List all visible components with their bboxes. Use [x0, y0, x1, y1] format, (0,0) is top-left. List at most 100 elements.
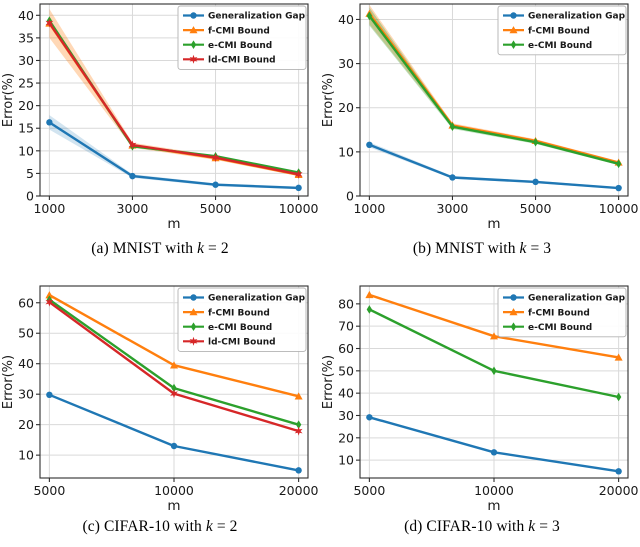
- svg-text:15: 15: [18, 121, 34, 136]
- caption-a-k-var: k: [197, 240, 205, 257]
- svg-text:f-CMI Bound: f-CMI Bound: [208, 308, 270, 318]
- svg-text:40: 40: [338, 386, 354, 401]
- svg-text:50: 50: [18, 326, 34, 341]
- caption-a: (a) MNIST with k = 2: [0, 240, 320, 258]
- svg-text:30: 30: [18, 53, 34, 68]
- series-generalization-gap: [46, 391, 302, 474]
- svg-text:70: 70: [338, 319, 354, 334]
- x-axis: 1000 3000 5000 10000: [33, 196, 319, 216]
- x-axis-label: m: [487, 216, 500, 232]
- svg-text:f-CMI Bound: f-CMI Bound: [208, 26, 270, 36]
- svg-text:30: 30: [338, 56, 354, 71]
- series-ld-cmi-bound: [45, 18, 303, 179]
- svg-text:5000: 5000: [353, 483, 385, 498]
- svg-text:40: 40: [338, 12, 354, 27]
- svg-text:40: 40: [18, 356, 34, 371]
- y-axis: 0 10 20 30 40: [338, 12, 360, 204]
- svg-text:1000: 1000: [353, 201, 385, 216]
- y-axis-label: Error(%): [321, 355, 336, 409]
- caption-a-eq: = 2: [204, 240, 229, 257]
- svg-text:50: 50: [338, 363, 354, 378]
- svg-text:40: 40: [18, 8, 34, 23]
- svg-text:20: 20: [338, 430, 354, 445]
- svg-text:20000: 20000: [599, 483, 639, 498]
- svg-text:20: 20: [18, 417, 34, 432]
- series-ld-cmi-bound: [45, 297, 303, 436]
- legend: Generalization Gap f-CMI Bound e-CMI Bound…: [177, 287, 307, 352]
- x-axis-label: m: [487, 498, 500, 514]
- svg-text:5000: 5000: [200, 201, 232, 216]
- svg-text:30: 30: [338, 408, 354, 423]
- y-axis-label: Error(%): [1, 73, 16, 127]
- svg-text:10: 10: [338, 144, 354, 159]
- svg-text:5: 5: [26, 166, 34, 181]
- svg-text:10000: 10000: [154, 483, 194, 498]
- svg-text:f-CMI Bound: f-CMI Bound: [528, 308, 590, 318]
- svg-text:ld-CMI Bound: ld-CMI Bound: [208, 56, 276, 66]
- x-axis-label: m: [167, 498, 180, 514]
- caption-b-eq: = 3: [526, 240, 552, 257]
- svg-text:10000: 10000: [599, 201, 639, 216]
- caption-d-eq: = 3: [535, 518, 560, 535]
- caption-d-k-var: k: [528, 518, 536, 535]
- caption-b: (b) MNIST with k = 3: [322, 240, 640, 258]
- svg-text:Generalization Gap: Generalization Gap: [208, 294, 306, 304]
- svg-text:ld-CMI Bound: ld-CMI Bound: [208, 338, 276, 348]
- svg-text:3000: 3000: [437, 201, 469, 216]
- y-axis: 0 5 10 15 20 25 30 35 40: [18, 8, 40, 204]
- caption-c: (c) CIFAR-10 with k = 2: [0, 518, 320, 536]
- caption-c-eq: = 2: [212, 518, 238, 535]
- svg-text:5000: 5000: [520, 201, 552, 216]
- svg-text:e-CMI Bound: e-CMI Bound: [208, 41, 272, 51]
- caption-d-text: (d) CIFAR-10 with: [404, 518, 529, 535]
- x-axis: 5000 10000 20000: [353, 478, 639, 498]
- svg-text:1000: 1000: [33, 201, 65, 216]
- svg-text:10: 10: [18, 448, 34, 463]
- svg-text:10: 10: [338, 453, 354, 468]
- svg-text:20000: 20000: [279, 483, 319, 498]
- series-generalization-gap: [366, 414, 622, 475]
- svg-text:80: 80: [338, 296, 354, 311]
- chart-cifar10-k2: 10 20 30 40 50 60 5000 10000 20000 m Error(%) Gener…: [1, 285, 319, 514]
- svg-text:20: 20: [338, 100, 354, 115]
- plot-border: [39, 3, 309, 197]
- caption-c-k-var: k: [205, 518, 213, 535]
- plot-border: [359, 3, 629, 197]
- legend: Generalization Gap f-CMI Bound e-CMI Bound…: [177, 5, 307, 70]
- caption-c-text: (c) CIFAR-10 with: [82, 518, 206, 535]
- caption-b-text: (b) MNIST with: [412, 240, 520, 257]
- svg-text:Generalization Gap: Generalization Gap: [528, 294, 626, 304]
- svg-text:60: 60: [18, 295, 34, 310]
- chart-mnist-k2: 0 5 10 15 20 25 30 35 40 1000 3000 5000 10000 m Error(…: [1, 3, 319, 232]
- series-f-cmi-bound: [45, 291, 303, 400]
- caption-d: (d) CIFAR-10 with k = 3: [322, 518, 640, 536]
- svg-text:0: 0: [26, 189, 34, 204]
- y-axis: 10 20 30 40 50 60: [18, 295, 40, 463]
- svg-text:35: 35: [18, 30, 34, 45]
- svg-text:10000: 10000: [279, 201, 319, 216]
- svg-text:e-CMI Bound: e-CMI Bound: [208, 323, 272, 333]
- svg-text:10: 10: [18, 143, 34, 158]
- svg-text:3000: 3000: [117, 201, 149, 216]
- svg-text:Generalization Gap: Generalization Gap: [208, 12, 306, 22]
- series-generalization-gap: [366, 141, 622, 192]
- legend: Generalization Gap f-CMI Bound e-CMI Bound: [497, 287, 627, 338]
- svg-text:e-CMI Bound: e-CMI Bound: [528, 41, 592, 51]
- series-generalization-gap: [46, 119, 302, 192]
- caption-a-text: (a) MNIST with: [91, 240, 198, 257]
- svg-text:f-CMI Bound: f-CMI Bound: [528, 26, 590, 36]
- chart-mnist-k3: 0 10 20 30 40 1000 3000 5000 10000 m Error(%) Gener…: [321, 3, 639, 232]
- y-axis-label: Error(%): [1, 355, 16, 409]
- svg-text:20: 20: [18, 98, 34, 113]
- svg-text:0: 0: [346, 189, 354, 204]
- y-axis-label: Error(%): [321, 73, 336, 127]
- svg-text:25: 25: [18, 76, 34, 91]
- x-axis-label: m: [167, 216, 180, 232]
- series-f-cmi-bound: [365, 290, 623, 361]
- chart-cifar10-k3: 10 20 30 40 50 60 70 80 5000 10000 20000 m Error(%) G…: [321, 285, 639, 514]
- confidence-bands: [49, 9, 299, 190]
- y-axis: 10 20 30 40 50 60 70 80: [338, 296, 360, 468]
- svg-text:60: 60: [338, 341, 354, 356]
- x-axis: 5000 10000 20000: [33, 478, 319, 498]
